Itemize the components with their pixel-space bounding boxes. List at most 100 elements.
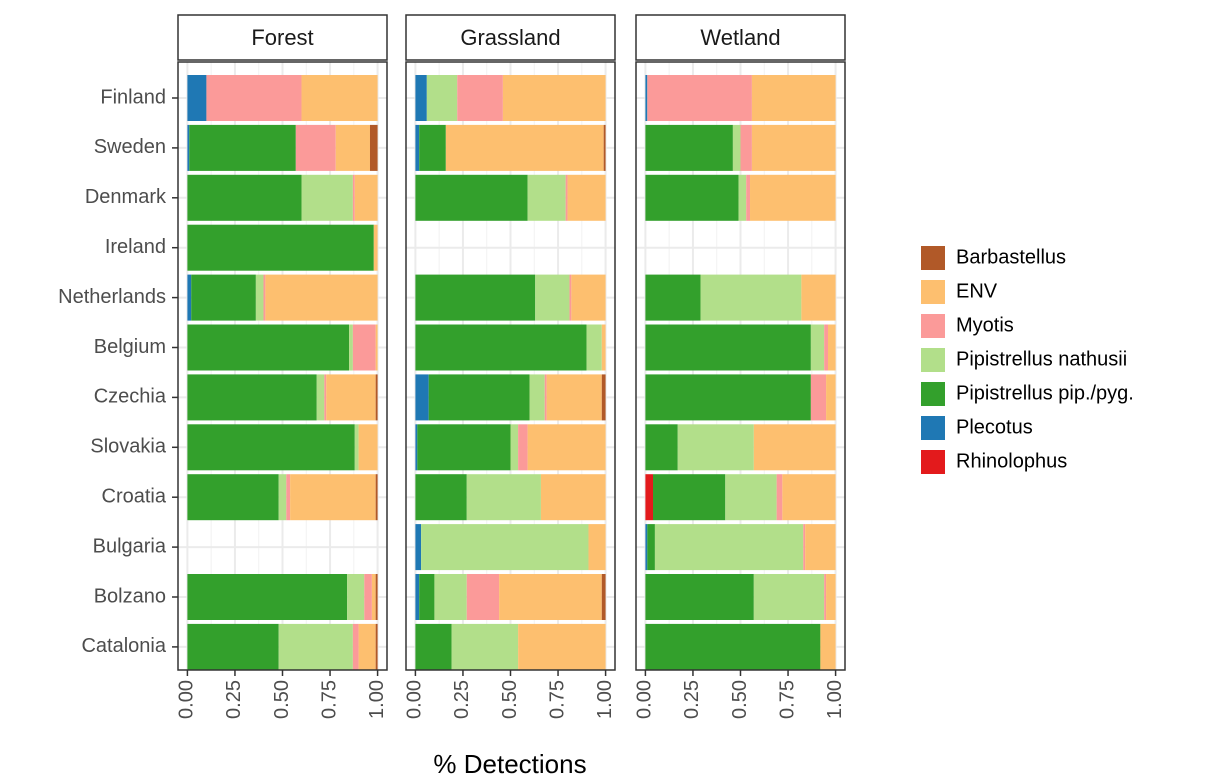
bar bbox=[286, 474, 291, 521]
bar bbox=[265, 274, 378, 321]
bar bbox=[417, 424, 511, 471]
legend-label: Myotis bbox=[956, 314, 1014, 336]
bar bbox=[419, 574, 435, 620]
bar bbox=[375, 324, 378, 371]
bar bbox=[426, 75, 458, 121]
bar bbox=[335, 124, 370, 171]
bar bbox=[647, 75, 752, 121]
bar bbox=[187, 75, 207, 121]
bar bbox=[535, 274, 570, 321]
bar bbox=[354, 424, 359, 471]
bar bbox=[316, 374, 325, 421]
y-tick-label: Sweden bbox=[94, 136, 166, 158]
bar bbox=[603, 124, 606, 171]
bar bbox=[375, 574, 378, 620]
bar bbox=[725, 474, 777, 521]
bar bbox=[187, 374, 317, 421]
bar bbox=[601, 324, 606, 371]
bar bbox=[415, 474, 467, 521]
bar bbox=[191, 274, 256, 321]
bar bbox=[187, 174, 302, 221]
y-tick-label: Czechia bbox=[94, 386, 167, 408]
bar bbox=[187, 623, 279, 670]
bar bbox=[588, 524, 606, 571]
legend-key bbox=[921, 382, 945, 406]
bar bbox=[569, 274, 572, 321]
bar bbox=[364, 574, 372, 620]
bar bbox=[601, 374, 606, 421]
legend-key bbox=[921, 280, 945, 304]
bar bbox=[544, 374, 547, 421]
bar bbox=[645, 474, 654, 521]
bar bbox=[466, 474, 541, 521]
y-tick-label: Slovakia bbox=[90, 436, 166, 458]
bar bbox=[415, 374, 429, 421]
legend-key bbox=[921, 450, 945, 474]
bar bbox=[347, 574, 365, 620]
bar bbox=[751, 75, 836, 121]
bar bbox=[358, 623, 376, 670]
facet-title: Forest bbox=[251, 25, 313, 50]
y-tick-label: Finland bbox=[100, 86, 166, 108]
bar bbox=[324, 374, 327, 421]
bar bbox=[301, 75, 378, 121]
bar bbox=[187, 224, 374, 271]
bar bbox=[301, 174, 353, 221]
bar bbox=[278, 623, 353, 670]
strip bbox=[405, 14, 616, 61]
bar bbox=[810, 374, 827, 421]
x-tick-label: 0.50 bbox=[729, 680, 751, 719]
bar bbox=[826, 574, 836, 620]
bar bbox=[518, 424, 528, 471]
bar bbox=[255, 274, 264, 321]
facet-title: Grassland bbox=[460, 25, 560, 50]
bar bbox=[415, 124, 420, 171]
legend-key bbox=[921, 246, 945, 270]
y-tick-label: Belgium bbox=[94, 336, 166, 358]
bar bbox=[371, 574, 376, 620]
x-tick-label: 0.25 bbox=[681, 680, 703, 719]
bar bbox=[502, 75, 606, 121]
bar bbox=[434, 574, 467, 620]
bar bbox=[352, 623, 359, 670]
bar bbox=[546, 374, 602, 421]
bar bbox=[700, 274, 802, 321]
bar bbox=[824, 574, 827, 620]
bar bbox=[820, 623, 836, 670]
bar bbox=[415, 524, 422, 571]
bar bbox=[753, 424, 836, 471]
y-tick-label: Catalonia bbox=[81, 635, 166, 657]
bar bbox=[354, 174, 378, 221]
bar bbox=[653, 474, 726, 521]
strip bbox=[177, 14, 388, 61]
bar bbox=[499, 574, 602, 620]
bar bbox=[187, 424, 355, 471]
bar bbox=[375, 474, 378, 521]
y-tick-label: Bolzano bbox=[94, 585, 166, 607]
legend-label: Barbastellus bbox=[956, 246, 1066, 268]
bar bbox=[645, 424, 678, 471]
bar bbox=[824, 324, 828, 371]
bar bbox=[540, 474, 606, 521]
legend-label: Rhinolophus bbox=[956, 450, 1067, 472]
bar bbox=[645, 374, 811, 421]
bar bbox=[751, 124, 836, 171]
y-tick-label: Ireland bbox=[105, 236, 166, 258]
bar bbox=[647, 524, 655, 571]
bar bbox=[349, 324, 353, 371]
bar bbox=[740, 124, 752, 171]
bar bbox=[750, 174, 836, 221]
bar bbox=[645, 623, 821, 670]
bar bbox=[645, 124, 733, 171]
bar bbox=[801, 274, 836, 321]
legend-key bbox=[921, 416, 945, 440]
bar bbox=[415, 623, 452, 670]
x-tick-label: 0.50 bbox=[499, 680, 521, 719]
x-tick-label: 0.00 bbox=[176, 680, 198, 719]
bar bbox=[782, 474, 836, 521]
bar bbox=[278, 474, 287, 521]
bar bbox=[565, 174, 568, 221]
bar bbox=[358, 424, 378, 471]
x-tick-label: 1.00 bbox=[824, 680, 846, 719]
legend-label: Pipistrellus pip./pyg. bbox=[956, 382, 1134, 404]
